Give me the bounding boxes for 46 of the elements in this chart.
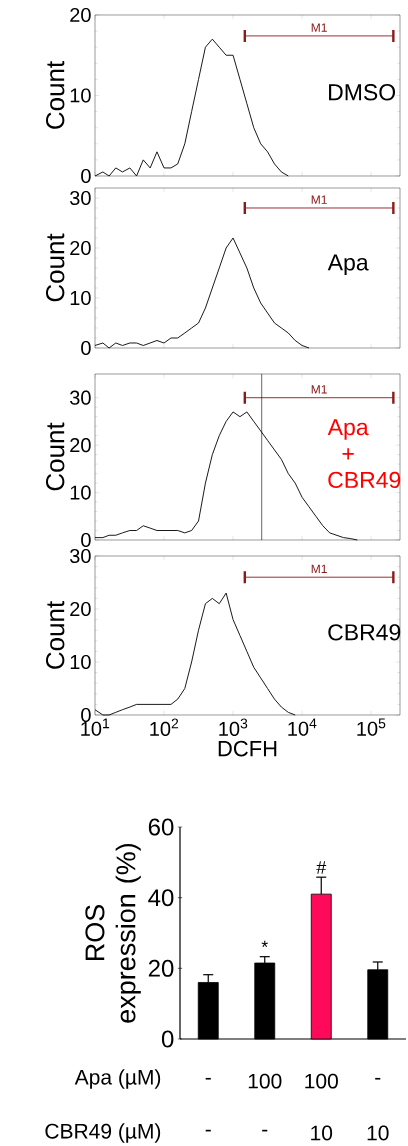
series-label: M1	[311, 385, 327, 394]
x-axis-title: DCFH	[218, 740, 277, 757]
y-tick-label: 40	[148, 889, 174, 907]
y-tick-label: 10	[70, 88, 91, 103]
y-tick-label: 0	[161, 1030, 174, 1048]
y-tick-label: 0	[81, 340, 91, 356]
y-tick-label: 30	[70, 390, 91, 405]
y-tick-label: 0	[81, 532, 91, 548]
y-tick-label: 20	[70, 7, 91, 23]
text: -	[205, 1129, 211, 1132]
text: CBR49 (µM)	[45, 1123, 161, 1143]
x-tick-label: 100	[248, 1073, 282, 1089]
y-axis-title: Count	[45, 422, 65, 491]
series-label: M1	[311, 564, 327, 573]
annotation: DMSO	[329, 84, 396, 101]
y-axis-title: ROS expression (%)	[85, 843, 141, 1023]
y-tick-label: 20	[70, 240, 91, 256]
y-axis-title: Count	[45, 601, 65, 669]
annotation: Apa + CBR49	[327, 419, 401, 489]
x-tick-label: 10$^{5}$	[357, 718, 386, 736]
data-label: #	[316, 861, 327, 874]
data-label: *	[261, 940, 268, 948]
y-tick-label: 10	[70, 290, 91, 306]
x-tick-label: 10$^{4}$	[288, 718, 317, 736]
y-tick-label: 10	[70, 654, 91, 670]
y-tick-label: 30	[70, 190, 91, 206]
text: -	[262, 1129, 268, 1132]
y-tick-label: 0	[81, 168, 91, 184]
x-tick-label: 10$^{2}$	[150, 718, 179, 736]
y-tick-label: 20	[70, 438, 91, 453]
annotation: Apa	[327, 254, 369, 276]
y-tick-label: 10	[70, 485, 91, 500]
x-tick-label: 100	[305, 1073, 338, 1089]
series-label: M1	[311, 195, 327, 204]
x-tick-label: 10$^{3}$	[219, 718, 248, 736]
x-axis-title: Apa (µM)	[74, 1069, 161, 1089]
y-axis-title: Count	[45, 61, 65, 129]
series-label: M1	[311, 23, 327, 32]
y-tick-label: 20	[70, 601, 91, 617]
y-tick-label: 60	[148, 818, 174, 836]
y-tick-label: 20	[148, 959, 174, 977]
text: 10	[311, 1125, 333, 1141]
y-axis-title: Count	[45, 233, 65, 302]
y-tick-label: 30	[70, 548, 91, 564]
annotation: CBR49	[328, 624, 401, 641]
text: 10	[367, 1125, 389, 1141]
